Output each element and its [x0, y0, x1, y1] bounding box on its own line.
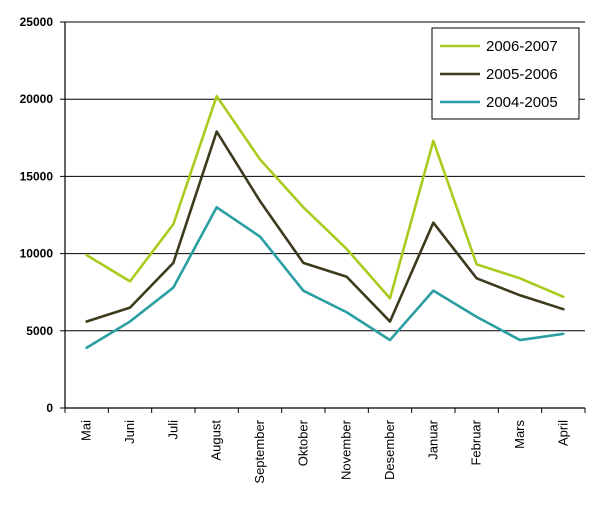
x-tick-label: Mai	[79, 420, 94, 441]
x-tick-label: August	[209, 420, 224, 461]
y-tick-label: 0	[46, 401, 53, 415]
x-tick-label: April	[555, 420, 570, 446]
series-line	[85, 130, 565, 323]
legend-label: 2005-2006	[486, 66, 558, 83]
x-tick-label: Oktober	[295, 419, 310, 466]
x-tick-label: Mars	[512, 420, 527, 449]
y-tick-label: 25000	[20, 15, 54, 29]
x-tick-label: September	[252, 419, 267, 483]
y-tick-label: 10000	[20, 247, 54, 261]
axis-layer: 0 5000 10000 15000 20000 25000 Mai Juni Juli Augu…	[20, 15, 586, 484]
series-layer	[85, 94, 565, 350]
x-tick-label: Januar	[425, 419, 440, 459]
x-tick-label: Juli	[165, 420, 180, 440]
x-tick-label: Februar	[469, 419, 484, 465]
x-tick-label: Desember	[382, 419, 397, 480]
y-tick-label: 20000	[20, 92, 54, 106]
legend-label: 2004-2005	[486, 94, 558, 111]
series-line	[85, 205, 565, 350]
series-line	[85, 94, 565, 300]
x-tick-label: November	[339, 419, 354, 480]
legend-label: 2006-2007	[486, 38, 558, 55]
legend: 2006-2007 2005-2006 2004-2005	[431, 27, 580, 120]
y-tick-label: 5000	[26, 324, 53, 338]
x-tick-label: Juni	[122, 420, 137, 444]
y-tick-label: 15000	[20, 169, 54, 183]
